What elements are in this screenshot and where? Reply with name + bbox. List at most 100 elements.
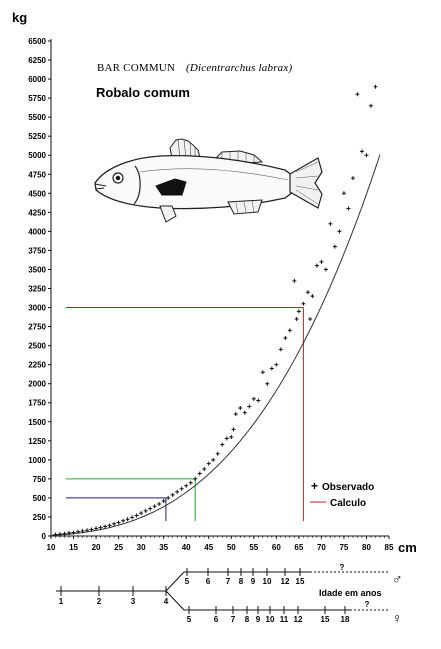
observed-point [211, 457, 216, 462]
y-tick-label: 6500 [28, 37, 46, 46]
observed-point [107, 523, 112, 528]
observed-point [166, 495, 171, 500]
legend-calc-label: Calculo [330, 498, 366, 509]
y-tick-label: 4250 [28, 208, 46, 217]
observed-point [170, 492, 175, 497]
observed-point [89, 527, 94, 532]
age-female-label: 18 [341, 615, 350, 624]
observed-point [103, 524, 108, 529]
observed-point [161, 498, 166, 503]
observed-point [53, 532, 58, 537]
age-male-label: 9 [251, 577, 256, 586]
y-tick-label: 0 [42, 532, 47, 541]
seabass-fish-icon [94, 138, 323, 223]
age-female-label: 15 [321, 615, 330, 624]
x-tick-label: 40 [182, 543, 191, 552]
x-tick-label: 55 [249, 543, 258, 552]
observed-point [278, 347, 283, 352]
y-tick-label: 1000 [28, 456, 46, 465]
observed-point [332, 244, 337, 249]
age-common-label: 4 [164, 597, 169, 606]
observed-point [251, 396, 256, 401]
observed-point [231, 427, 236, 432]
y-tick-label: 3500 [28, 265, 46, 274]
observed-point [287, 328, 292, 333]
observed-point [294, 316, 299, 321]
observed-point [184, 483, 189, 488]
observed-point [310, 294, 315, 299]
age-female-label: 10 [266, 615, 275, 624]
observed-point [256, 398, 261, 403]
y-tick-label: 2250 [28, 361, 46, 370]
observed-point [359, 149, 364, 154]
y-tick-label: 4000 [28, 227, 46, 236]
observed-point [193, 476, 198, 481]
y-tick-label: 750 [33, 475, 47, 484]
observed-point [341, 191, 346, 196]
observed-point [188, 480, 193, 485]
observed-point [269, 366, 274, 371]
observed-points-group [53, 84, 378, 537]
observed-point [233, 412, 238, 417]
observed-point [337, 229, 342, 234]
observed-point [139, 511, 144, 516]
y-tick-label: 500 [33, 494, 47, 503]
y-tick-label: 5750 [28, 94, 46, 103]
observed-point [242, 410, 247, 415]
observed-point [346, 206, 351, 211]
y-tick-label: 3250 [28, 285, 46, 294]
observed-point [85, 528, 90, 533]
x-tick-label: 85 [385, 543, 394, 552]
y-tick-label: 6250 [28, 56, 46, 65]
age-male-label: 8 [239, 577, 244, 586]
observed-point [67, 530, 72, 535]
observed-point [94, 526, 99, 531]
observed-point [265, 381, 270, 386]
male-symbol: ♂ [392, 571, 403, 587]
age-female-label: 9 [256, 615, 261, 624]
y-tick-label: 5250 [28, 132, 46, 141]
y-tick-label: 3000 [28, 304, 46, 313]
y-tick-label: 5000 [28, 151, 46, 160]
x-tick-label: 75 [339, 543, 348, 552]
calc-curve-group [50, 154, 381, 536]
y-tick-label: 1500 [28, 418, 46, 427]
observed-point [368, 103, 373, 108]
y-tick-label: 2000 [28, 380, 46, 389]
age-female-label: 12 [294, 615, 303, 624]
age-male-label: 15 [296, 577, 305, 586]
observed-point [215, 451, 220, 456]
y-tick-label: 1250 [28, 437, 46, 446]
observed-point [76, 529, 81, 534]
age-male-label: 5 [185, 577, 190, 586]
age-common-label: 3 [131, 597, 136, 606]
y-tick-label: 4750 [28, 170, 46, 179]
x-tick-label: 80 [362, 543, 371, 552]
guide-lines [66, 307, 304, 521]
observed-point [62, 531, 67, 536]
observed-point [206, 461, 211, 466]
observed-point [319, 259, 324, 264]
observed-point [71, 530, 76, 535]
age-scale-label: Idade em anos [319, 588, 382, 598]
observed-point [328, 221, 333, 226]
age-common-label: 2 [97, 597, 102, 606]
y-tick-label: 6000 [28, 75, 46, 84]
y-tick-label: 3750 [28, 246, 46, 255]
observed-point [80, 529, 85, 534]
chart-title-species: (Dicentrarchus labrax) [186, 62, 292, 74]
y-tick-label: 4500 [28, 189, 46, 198]
observed-point [301, 301, 306, 306]
age-female-label: 5 [187, 615, 192, 624]
x-tick-label: 30 [137, 543, 146, 552]
observed-point [229, 435, 234, 439]
legend: + Observado Calculo [310, 479, 374, 509]
observed-point [179, 486, 184, 491]
age-female-label: 7 [231, 615, 236, 624]
observed-point [175, 489, 180, 494]
legend-observed-marker: + [311, 479, 318, 493]
age-scale: Idade em anos ♂ ♀ 1 2 3 45 6 7 8 9 10 12 15?5 6 7 8 9 1… [56, 563, 403, 626]
x-tick-label: 45 [204, 543, 213, 552]
x-tick-label: 65 [294, 543, 303, 552]
